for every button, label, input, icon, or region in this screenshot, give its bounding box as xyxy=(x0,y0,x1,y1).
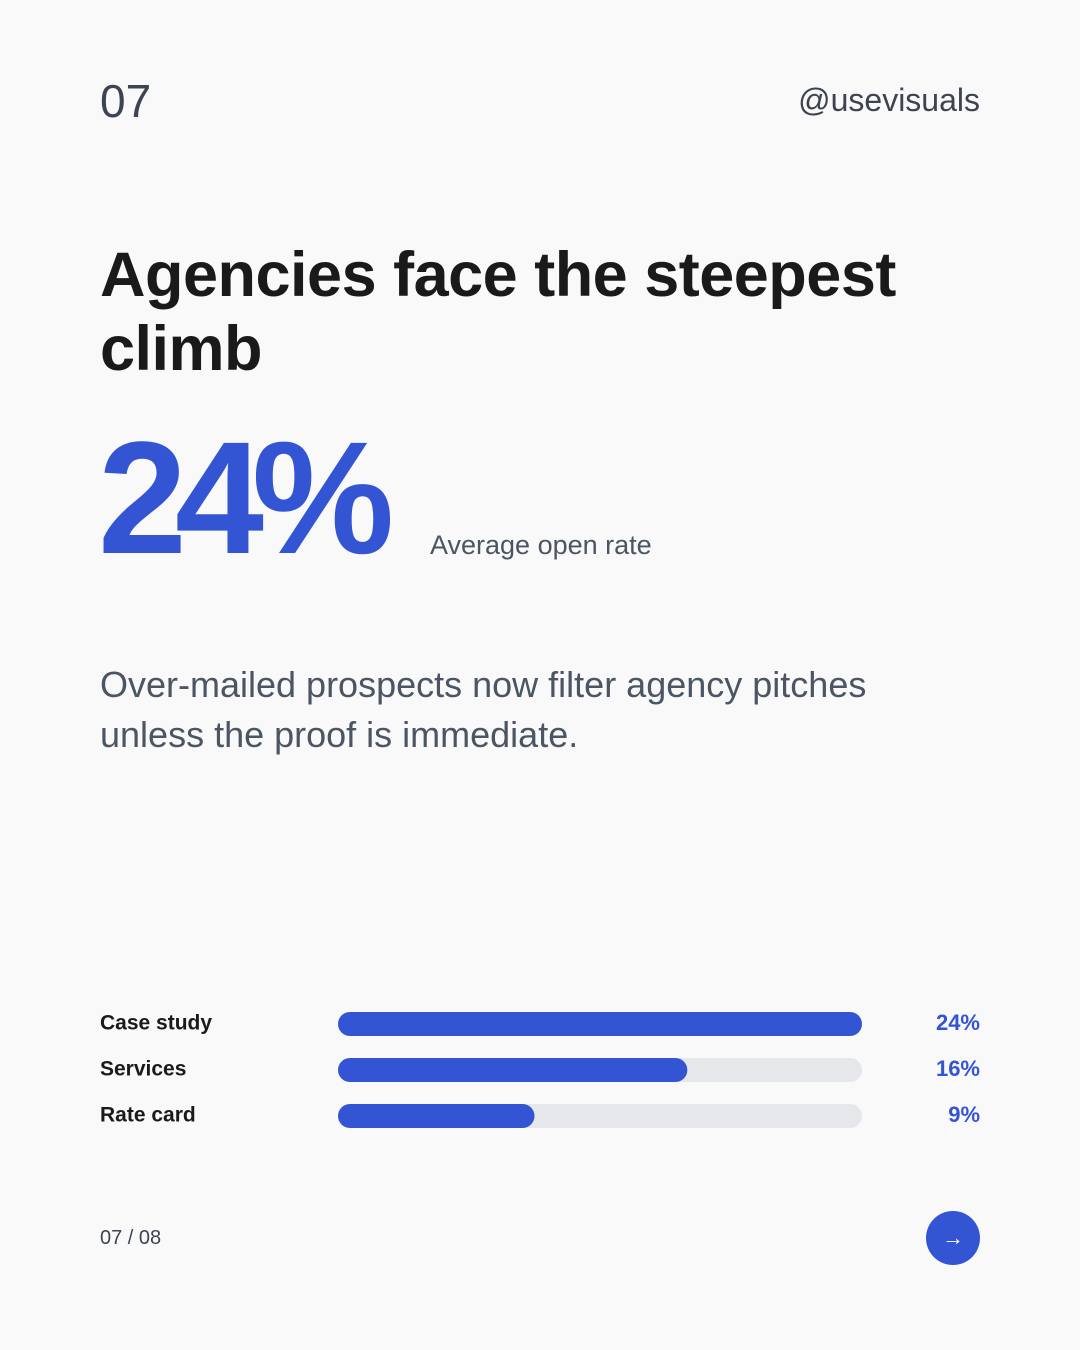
bar xyxy=(338,1058,688,1082)
bar-label: Services xyxy=(100,1058,186,1081)
slide-number: 07 xyxy=(100,75,152,127)
handle: @usevisuals xyxy=(798,82,980,118)
bar-label: Case study xyxy=(100,1012,212,1035)
value-label: 24% xyxy=(936,1010,980,1035)
bar xyxy=(338,1012,862,1036)
next-button[interactable]: → xyxy=(926,1211,980,1265)
body-text: Over-mailed prospects now filter agency … xyxy=(100,664,867,755)
title: Agencies face the steepest climb xyxy=(100,240,896,384)
chart: Case study 24% Services 16% Rate card 9% xyxy=(100,1010,980,1128)
value-label: 16% xyxy=(936,1056,980,1081)
bar xyxy=(338,1104,535,1128)
value-label: 9% xyxy=(948,1102,980,1127)
stat-caption: Average open rate xyxy=(430,530,652,560)
pagination: 07 / 08 xyxy=(100,1227,162,1249)
stat-value: 24% xyxy=(98,408,394,587)
bar-label: Rate card xyxy=(100,1104,196,1127)
